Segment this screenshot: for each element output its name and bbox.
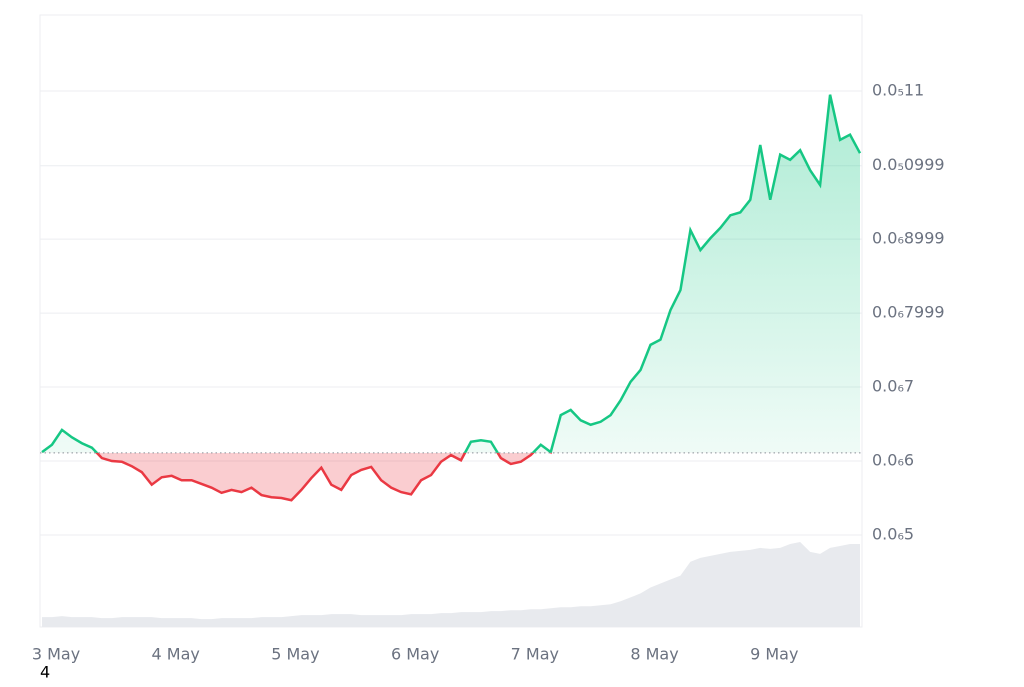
y-tick-label: 0.0₆8999 — [872, 229, 945, 248]
price-line-up — [41, 94, 862, 453]
y-tick-label: 0.0₆7 — [872, 377, 914, 396]
price-line-down — [42, 452, 552, 502]
y-tick-label: 0.0₅11 — [872, 81, 924, 100]
x-tick-label: 9 May — [750, 645, 798, 664]
footnote: 4 — [40, 663, 50, 682]
volume-area — [42, 542, 860, 627]
x-tick-label: 3 May — [32, 645, 80, 664]
x-tick-label: 6 May — [391, 645, 439, 664]
x-tick-label: 7 May — [511, 645, 559, 664]
y-tick-label: 0.0₆5 — [872, 525, 914, 544]
y-tick-label: 0.0₆7999 — [872, 303, 945, 322]
area-up — [42, 94, 860, 453]
x-tick-label: 4 May — [152, 645, 200, 664]
x-tick-label: 5 May — [271, 645, 319, 664]
area-down — [96, 452, 533, 501]
y-tick-label: 0.0₅0999 — [872, 155, 945, 174]
y-tick-label: 0.0₆6 — [872, 451, 914, 470]
x-tick-label: 8 May — [630, 645, 678, 664]
